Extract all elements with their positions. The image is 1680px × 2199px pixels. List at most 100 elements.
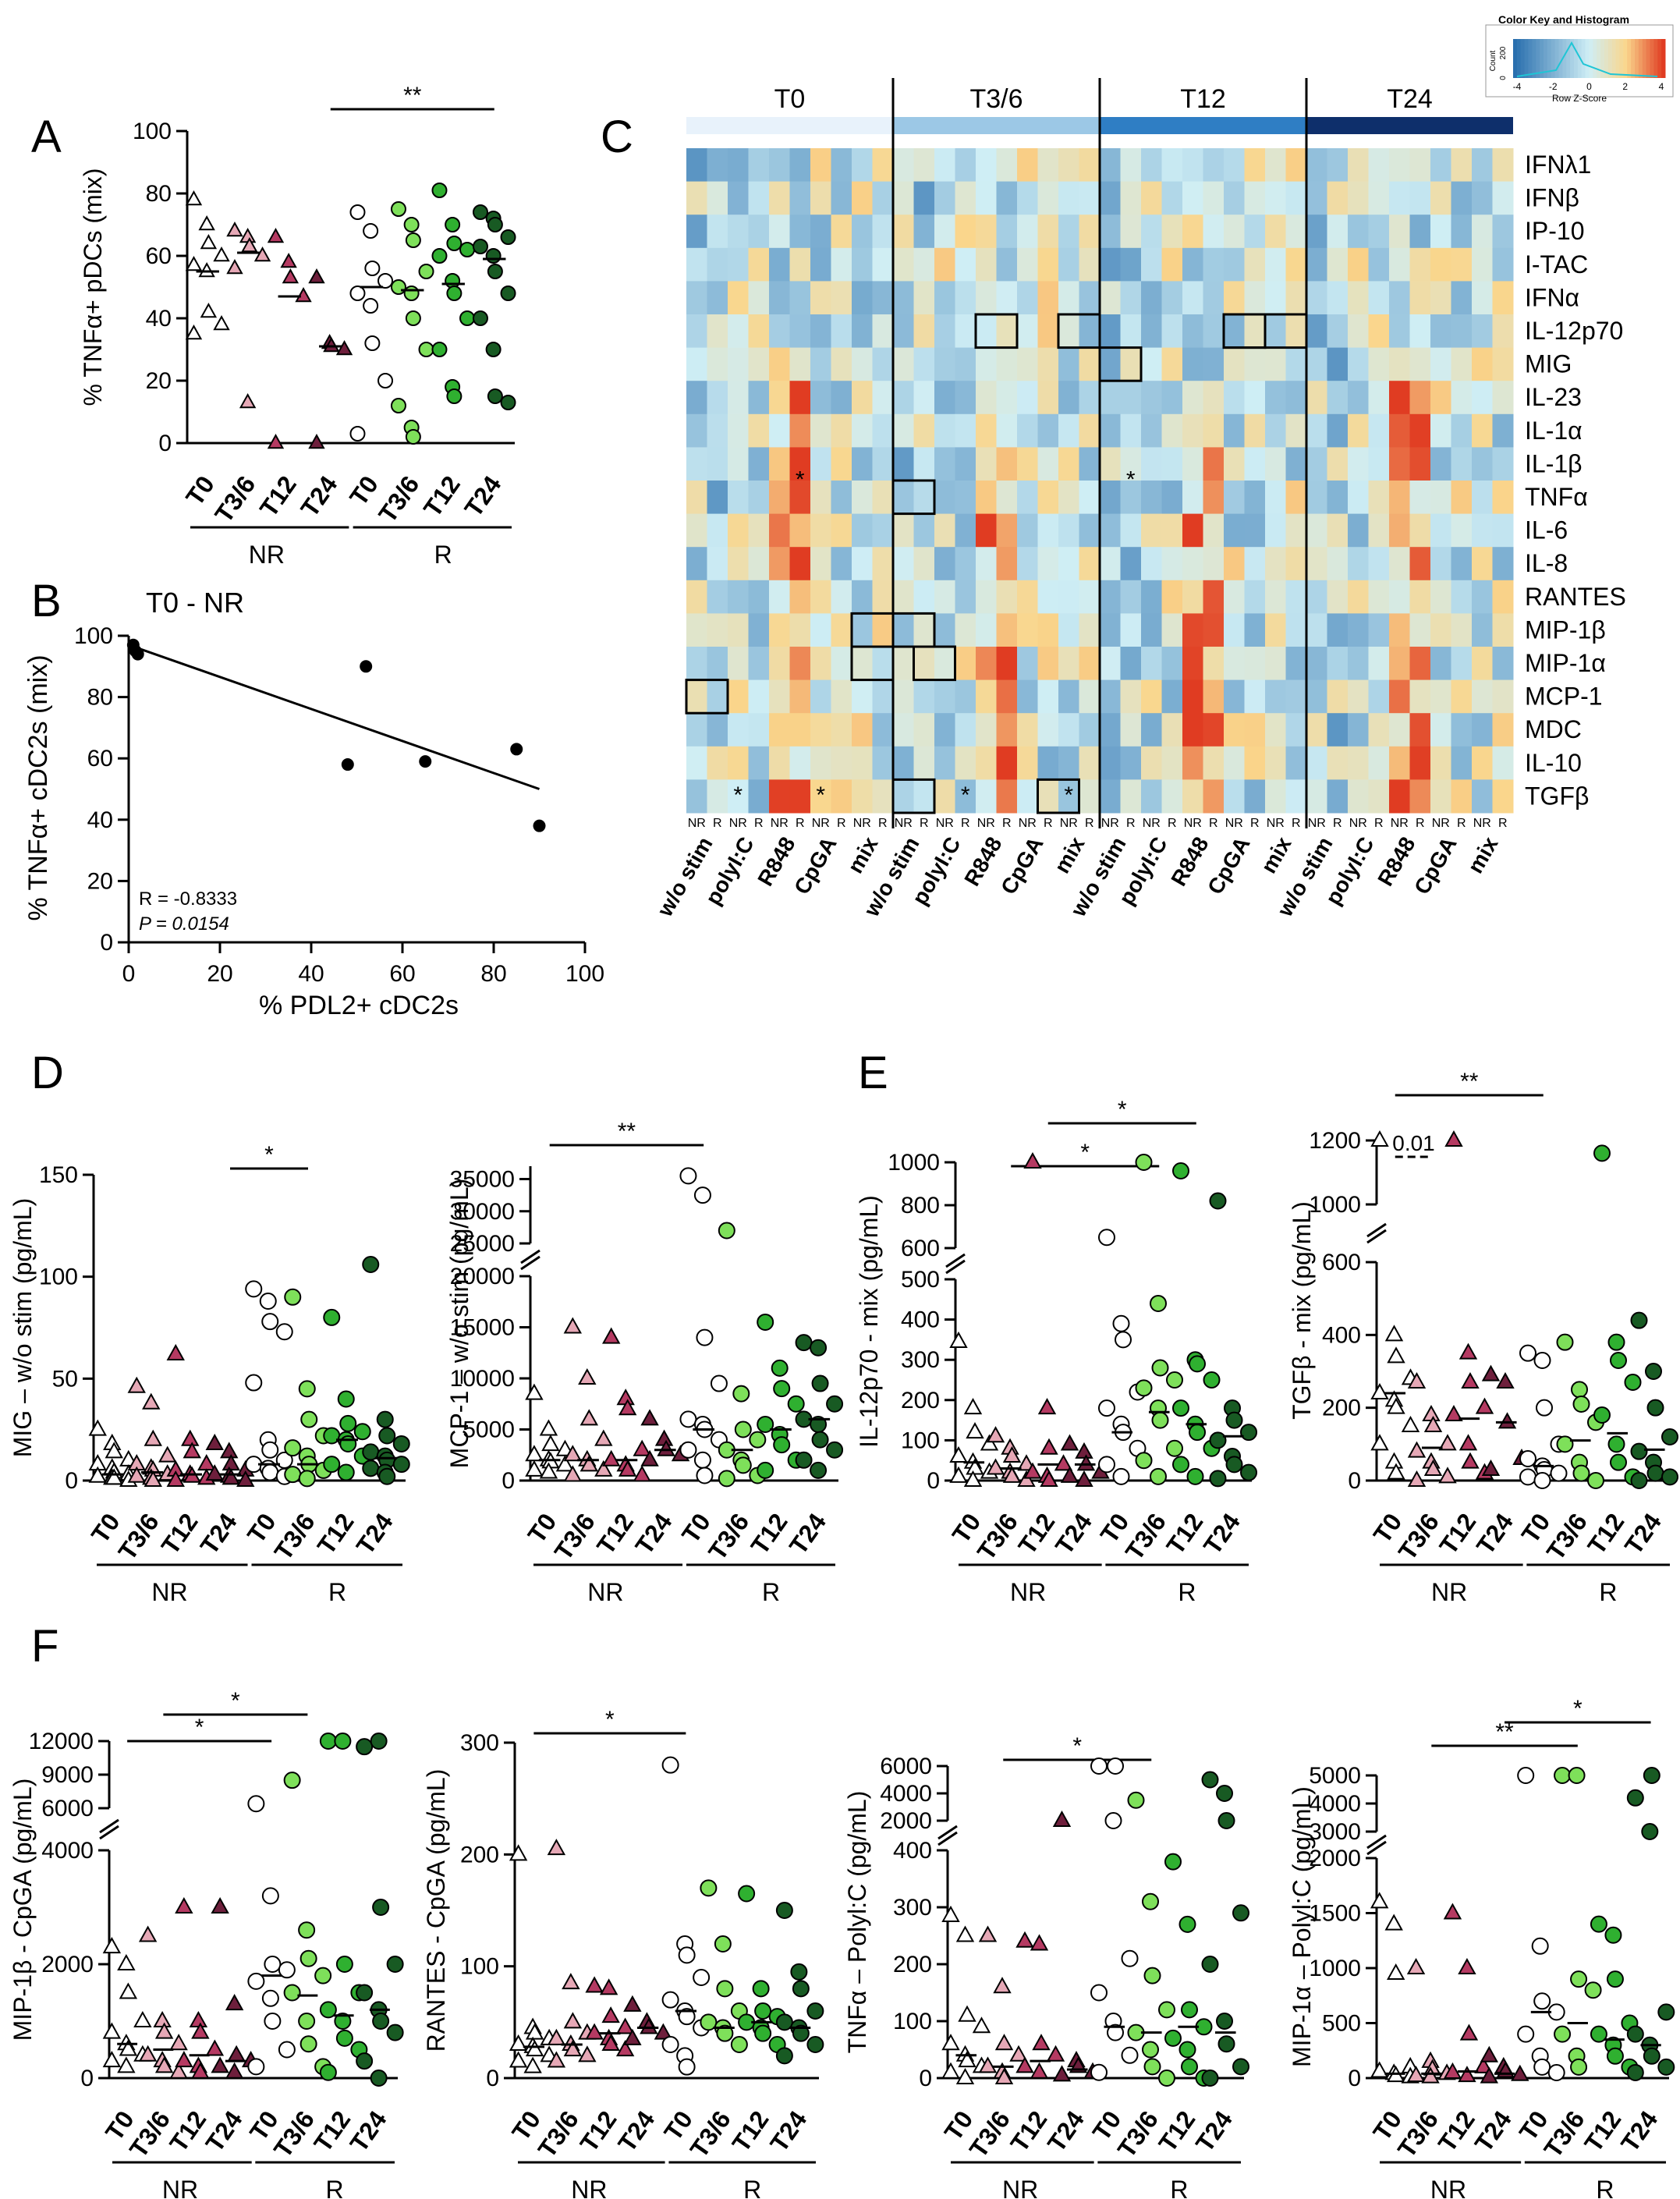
C-heatmap-cell <box>1017 347 1038 381</box>
D1-circle-point <box>298 1380 316 1398</box>
A-triangle-point <box>241 237 258 253</box>
F1-triangle-point <box>225 2062 244 2079</box>
F2-circle-point <box>806 2036 824 2053</box>
C-heatmap-cell <box>934 281 955 315</box>
F1-circle-point <box>283 1984 301 2002</box>
F3-triangle-point <box>958 2005 976 2022</box>
C-heatmap-cell <box>1203 281 1225 315</box>
C-heatmap-cell <box>1224 181 1245 215</box>
F4-circle-point <box>1568 1767 1586 1784</box>
D2-x-tick-label: T12 <box>591 1508 639 1559</box>
C-heatmap-cell <box>852 215 873 249</box>
C-heatmap-cell <box>1244 247 1266 282</box>
C-heatmap-cell <box>1265 247 1286 282</box>
F1-triangle-point <box>169 2062 188 2079</box>
C-heatmap-cell <box>686 215 707 249</box>
F4-circle-point <box>1531 1937 1549 1955</box>
D1-circle-point <box>245 1374 263 1392</box>
C-heatmap-cell <box>1017 513 1038 548</box>
D2-y-tick-label: 15000 <box>450 1315 515 1341</box>
C-heatmap-cell <box>913 481 935 515</box>
C-heatmap-cell <box>955 713 976 747</box>
D2-circle-point <box>795 1334 813 1352</box>
C-heatmap-cell <box>1100 580 1121 614</box>
C-heatmap-cell <box>831 779 852 814</box>
C-heatmap-cell <box>872 281 894 315</box>
E2-triangle-point <box>1384 1325 1404 1342</box>
C-color-key-swatch <box>1574 39 1579 78</box>
C-heatmap-cell <box>1203 779 1225 814</box>
C-heatmap-cell <box>1120 281 1142 315</box>
C-heatmap-cell <box>1017 247 1038 282</box>
C-color-key-swatch <box>1513 39 1518 78</box>
F3-triangle-point <box>1046 2045 1065 2062</box>
B-annotation-r: R = -0.8333 <box>139 888 237 910</box>
C-heatmap-cell <box>996 713 1018 747</box>
C-heatmap-cell <box>810 215 831 249</box>
C-heatmap-cell <box>1285 746 1307 780</box>
C-heatmap-cell <box>872 247 894 282</box>
F3-circle-point <box>1158 2070 1175 2087</box>
E2-significance-label: 0.01 <box>1392 1131 1435 1155</box>
E2-triangle-point <box>1461 1371 1480 1389</box>
C-heatmap-cell <box>1451 779 1473 814</box>
C-heatmap-cell <box>1100 679 1121 714</box>
D2-triangle-point <box>579 1455 599 1472</box>
F2-x-tick-label: T3/6 <box>685 2105 736 2162</box>
C-heatmap-cell <box>1017 679 1038 714</box>
E2-triangle-point <box>1438 1467 1457 1484</box>
A-triangle-point <box>253 247 271 262</box>
C-heatmap-cell <box>1120 413 1142 448</box>
C-heatmap-cell <box>1100 547 1121 581</box>
C-heatmap-cell <box>748 347 770 381</box>
F2-circle-point <box>775 2013 793 2031</box>
C-heatmap-cell <box>789 215 811 249</box>
C-heatmap-cell <box>1244 181 1266 215</box>
F1-circle-point <box>283 1772 301 1789</box>
F4-y-tick-label: 1500 <box>1309 1901 1361 1927</box>
A-y-tick-label: 0 <box>158 431 172 456</box>
C-heatmap-cell <box>872 314 894 349</box>
C-heatmap-cell <box>831 314 852 349</box>
C-heatmap-cell <box>1327 547 1349 581</box>
C-heatmap-cell <box>1100 613 1121 647</box>
E1-triangle-point <box>966 1422 984 1439</box>
C-heatmap-cell <box>1182 247 1203 282</box>
C-heatmap-cell <box>1079 481 1101 515</box>
C-heatmap-cell <box>1306 679 1327 714</box>
C-heatmap-cell <box>1120 713 1142 747</box>
A-circle-point <box>377 373 394 388</box>
D2-triangle-point <box>541 1435 560 1452</box>
E1-triangle-point <box>1075 1442 1093 1459</box>
C-heatmap-cell <box>1224 215 1245 249</box>
F4-triangle-point <box>1406 1957 1426 1974</box>
C-heatmap-cell <box>1451 580 1473 614</box>
A-circle-point <box>446 236 463 251</box>
F4-y-tick-label: 5000 <box>1309 1763 1361 1789</box>
C-heatmap-cell <box>1058 314 1079 349</box>
C-heatmap-cell <box>1182 679 1203 714</box>
C-heatmap-cell <box>893 314 914 349</box>
C-heatmap-cell <box>1451 181 1473 215</box>
A-y-tick-label: 80 <box>146 181 172 207</box>
F3-triangle-point <box>1015 2056 1034 2073</box>
F4-circle-point <box>1584 1981 1602 1999</box>
C-heatmap-cell <box>1430 447 1451 481</box>
C-heatmap-cell <box>1244 547 1266 581</box>
E2-circle-point <box>1556 1435 1574 1453</box>
C-heatmap-cell <box>1327 746 1349 780</box>
C-heatmap-cell <box>1120 215 1142 249</box>
C-heatmap-cell <box>686 381 707 415</box>
C-heatmap-cell <box>748 713 770 747</box>
C-timepoint-bar <box>1100 117 1306 134</box>
C-heatmap-cell <box>1182 613 1203 647</box>
D2-triangle-point <box>525 1459 544 1477</box>
C-heatmap-cell <box>769 247 790 282</box>
D2-y-tick-label: 25000 <box>450 1231 515 1257</box>
C-heatmap-cell <box>1492 281 1514 315</box>
C-heatmap-cell <box>1368 314 1390 349</box>
C-heatmap-cell <box>769 647 790 681</box>
E1-x-tick-label: T3/6 <box>1120 1508 1171 1565</box>
C-heatmap-cell <box>1348 713 1369 747</box>
D1-circle-point <box>323 1308 341 1326</box>
